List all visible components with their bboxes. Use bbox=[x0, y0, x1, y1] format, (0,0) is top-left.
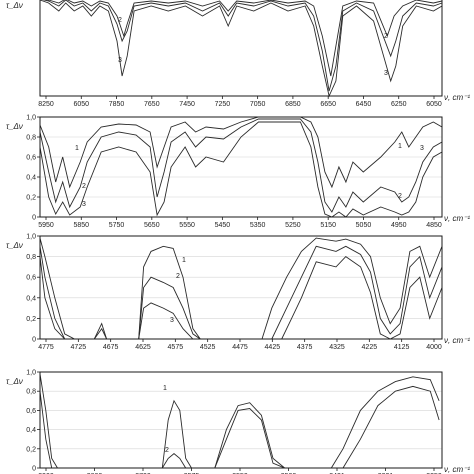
x-tick-label: 5950 bbox=[38, 222, 54, 229]
x-tick-label: 4125 bbox=[394, 344, 410, 351]
x-axis-label: ν, cm⁻¹ bbox=[444, 336, 470, 345]
x-tick-label: 6050 bbox=[426, 101, 442, 108]
x-tick-label: 6050 bbox=[73, 101, 89, 108]
series-3-line bbox=[39, 256, 443, 340]
curve-label: 2 bbox=[176, 273, 180, 280]
plot-frame bbox=[39, 116, 443, 218]
x-tick-label: 4725 bbox=[71, 344, 87, 351]
y-tick-label: 0 bbox=[32, 337, 36, 344]
x-tick-label: 7050 bbox=[250, 101, 266, 108]
y-tick-label: 0,6 bbox=[26, 408, 36, 415]
curve-label: 2 bbox=[82, 183, 86, 190]
x-tick-label: 4775 bbox=[38, 344, 54, 351]
y-axis-label: τ_Δν bbox=[6, 122, 23, 131]
curve-label: 3 bbox=[118, 57, 122, 64]
x-tick-label: 4000 bbox=[426, 344, 442, 351]
x-tick-label: 5350 bbox=[250, 222, 266, 229]
y-tick-label: 0,6 bbox=[26, 155, 36, 162]
x-tick-label: 8250 bbox=[38, 101, 54, 108]
y-axis-label: τ_Δν bbox=[6, 1, 23, 10]
x-axis-label: ν, cm⁻¹ bbox=[444, 93, 470, 102]
x-tick-label: 4475 bbox=[232, 344, 248, 351]
series-2-line bbox=[39, 118, 443, 213]
y-tick-label: 0,8 bbox=[26, 389, 36, 396]
x-tick-label: 5050 bbox=[356, 222, 372, 229]
x-tick-label: 4850 bbox=[426, 222, 442, 229]
y-tick-label: 0,6 bbox=[26, 275, 36, 282]
series-2-line bbox=[42, 0, 443, 92]
x-tick-label: 4525 bbox=[200, 344, 216, 351]
curve-label: 3 bbox=[420, 145, 424, 152]
x-tick-label: 7250 bbox=[215, 101, 231, 108]
x-tick-label: 6850 bbox=[285, 101, 301, 108]
x-tick-label: 6650 bbox=[320, 101, 336, 108]
curve-label: 2 bbox=[398, 193, 402, 200]
series-1-line bbox=[39, 373, 440, 469]
y-tick-label: 0 bbox=[32, 215, 36, 222]
x-tick-label: 4575 bbox=[168, 344, 184, 351]
curve-label: 3 bbox=[82, 201, 86, 208]
curve-label: 1 bbox=[75, 145, 79, 152]
curve-label: 3 bbox=[170, 317, 174, 324]
x-axis-label: ν, cm⁻¹ bbox=[444, 214, 470, 223]
y-tick-label: 0,8 bbox=[26, 254, 36, 261]
x-tick-label: 5550 bbox=[179, 222, 195, 229]
curve-label: 1 bbox=[182, 257, 186, 264]
x-tick-label: 6450 bbox=[356, 101, 372, 108]
curve-label: 1 bbox=[398, 143, 402, 150]
series-1-line bbox=[39, 237, 443, 340]
y-tick-label: 1,0 bbox=[26, 115, 36, 122]
series-3-line bbox=[39, 0, 443, 98]
curve-label: 2 bbox=[384, 33, 388, 40]
y-tick-label: 1,0 bbox=[26, 370, 36, 377]
curve-label: 2 bbox=[165, 447, 169, 454]
x-tick-label: 4325 bbox=[329, 344, 345, 351]
y-tick-label: 0 bbox=[32, 466, 36, 473]
x-tick-label: 7450 bbox=[179, 101, 195, 108]
y-axis-label: τ_Δν bbox=[6, 241, 23, 250]
y-tick-label: 0,4 bbox=[26, 295, 36, 302]
x-tick-label: 4625 bbox=[135, 344, 151, 351]
series-2-line bbox=[39, 245, 443, 340]
x-tick-label: 5850 bbox=[73, 222, 89, 229]
y-tick-label: 0,4 bbox=[26, 427, 36, 434]
y-tick-label: 0,8 bbox=[26, 135, 36, 142]
plot-frame bbox=[39, 235, 443, 340]
x-tick-label: 7850 bbox=[109, 101, 125, 108]
x-tick-label: 6250 bbox=[391, 101, 407, 108]
y-axis-label: τ_Δν bbox=[6, 377, 23, 386]
curve-label: 2 bbox=[118, 17, 122, 24]
x-tick-label: 5150 bbox=[320, 222, 336, 229]
y-tick-label: 0,2 bbox=[26, 446, 36, 453]
y-tick-label: 0,4 bbox=[26, 175, 36, 182]
x-axis-label: ν, cm⁻¹ bbox=[444, 465, 470, 474]
series-2-line bbox=[39, 385, 440, 469]
x-tick-label: 4425 bbox=[265, 344, 281, 351]
x-tick-label: 4675 bbox=[103, 344, 119, 351]
y-tick-label: 0,2 bbox=[26, 195, 36, 202]
x-tick-label: 5250 bbox=[285, 222, 301, 229]
x-tick-label: 5750 bbox=[109, 222, 125, 229]
x-tick-label: 7650 bbox=[144, 101, 160, 108]
series-1-line bbox=[39, 116, 443, 189]
y-tick-label: 0,2 bbox=[26, 316, 36, 323]
series-3-line bbox=[39, 121, 443, 218]
curve-label: 1 bbox=[163, 385, 167, 392]
x-tick-label: 4225 bbox=[362, 344, 378, 351]
x-tick-label: 5650 bbox=[144, 222, 160, 229]
x-tick-label: 4950 bbox=[391, 222, 407, 229]
plot-frame bbox=[39, 371, 443, 469]
y-tick-label: 1,0 bbox=[26, 234, 36, 241]
x-tick-label: 5450 bbox=[215, 222, 231, 229]
panel-1: 8250 6050 7850 7650 7450 7250 7050 6850 6650 6450… bbox=[6, 0, 470, 108]
curve-label: 3 bbox=[384, 70, 388, 77]
series-1-line bbox=[44, 0, 443, 77]
x-tick-label: 4375 bbox=[297, 344, 313, 351]
panel-4: 1,00,80,60,40,20390038003700357535503500… bbox=[6, 370, 470, 474]
plot-frame bbox=[39, 0, 443, 97]
